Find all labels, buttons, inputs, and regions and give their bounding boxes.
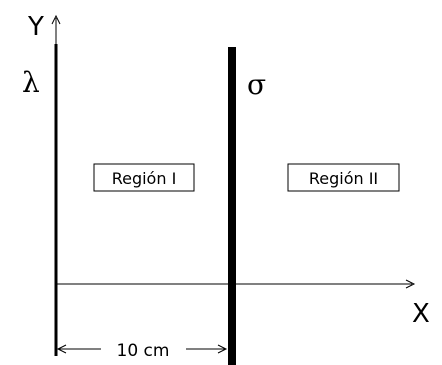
sigma-symbol: σ	[247, 68, 266, 101]
x-axis-arrowhead	[405, 279, 416, 289]
region-1-box	[93, 163, 195, 192]
region-2-label: Región II	[309, 169, 378, 188]
region-2-box	[287, 163, 400, 192]
dimension-arrowhead-right	[217, 344, 228, 354]
charged-plane	[228, 47, 236, 365]
region-1-label: Región I	[112, 169, 177, 188]
dimension-arrowhead-left	[56, 344, 67, 354]
x-axis-label: X	[412, 299, 430, 329]
lambda-symbol: λ	[22, 66, 40, 99]
y-axis-label: Y	[27, 12, 44, 42]
y-axis-arrowhead	[51, 14, 61, 25]
distance-label: 10 cm	[117, 341, 170, 361]
